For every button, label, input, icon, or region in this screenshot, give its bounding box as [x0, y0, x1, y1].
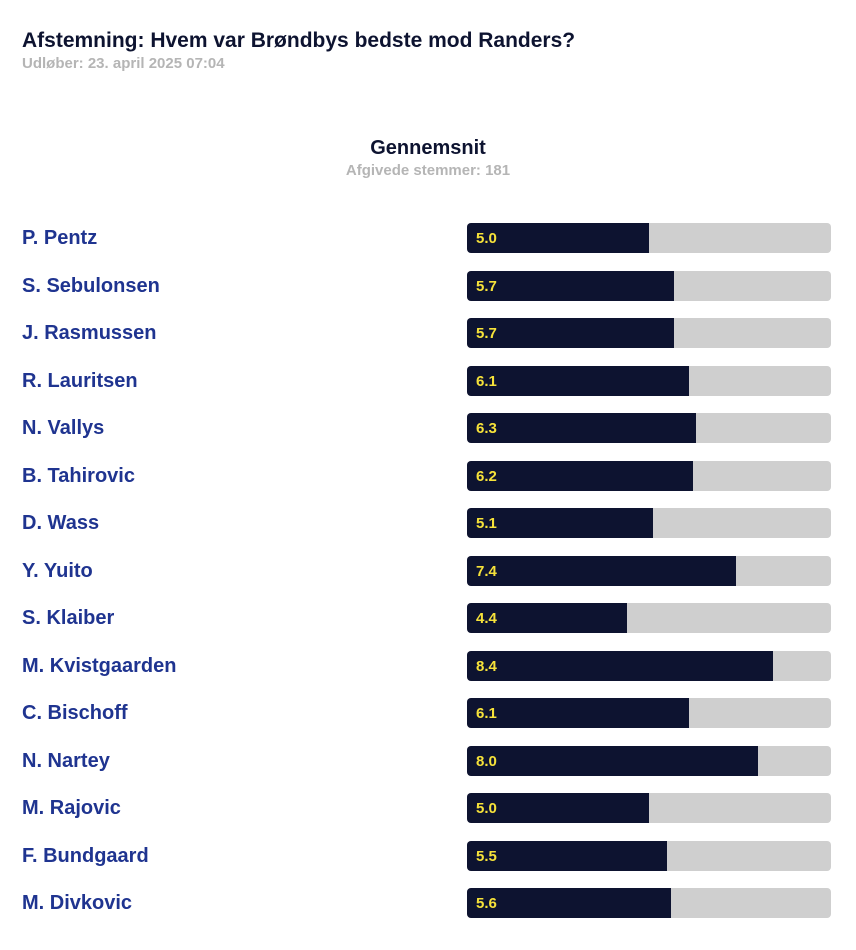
player-name: M. Divkovic: [22, 892, 133, 914]
player-row: Y. Yuito 7.4: [22, 555, 832, 587]
rating-bar: [467, 745, 759, 776]
rating-bar: [467, 270, 675, 301]
poll-expiry: Udløber: 23. april 2025 07:04: [22, 55, 225, 72]
player-name: N. Vallys: [22, 417, 105, 439]
player-name: M. Kvistgaarden: [22, 654, 177, 677]
player-row: D. Wass 5.1: [22, 507, 832, 539]
player-name: F. Bundgaard: [22, 844, 149, 867]
rating-bar-track: 4.4: [467, 603, 831, 633]
rating-bar-track: 6.1: [467, 365, 831, 396]
player-row: B. Tahirovic 6.2: [22, 460, 832, 492]
rating-bar-track: 8.0: [467, 745, 831, 776]
player-row: R. Lauritsen 6.1: [22, 365, 832, 397]
rating-bar: [467, 460, 693, 491]
rating-bar: [467, 698, 690, 728]
rating-value: 8.4: [476, 657, 497, 675]
rating-value: 6.2: [476, 467, 497, 485]
rating-bar: [467, 413, 697, 443]
rating-value: 5.7: [476, 325, 497, 342]
rating-bar: [467, 555, 737, 586]
poll-title: Afstemning: Hvem var Brøndbys bedste mod…: [22, 29, 576, 52]
rating-bar: [467, 603, 628, 633]
rating-bar: [467, 508, 653, 538]
vote-count: Afgivede stemmer: 181: [345, 162, 511, 179]
rating-bar-track: 5.1: [467, 508, 831, 538]
player-name: P. Pentz: [22, 227, 98, 249]
rating-value: 5.0: [476, 230, 497, 247]
player-name: Y. Yuito: [22, 559, 93, 582]
rating-value: 5.7: [476, 277, 497, 295]
rating-bar-track: 6.1: [467, 698, 831, 728]
rating-bar: [467, 365, 690, 396]
player-name: B. Tahirovic: [22, 464, 135, 487]
player-row: F. Bundgaard 5.5: [22, 840, 832, 872]
rating-bar-track: 5.6: [467, 888, 831, 918]
player-name: N. Nartey: [22, 749, 110, 772]
rating-bar: [467, 888, 671, 918]
rating-value: 5.6: [476, 895, 497, 912]
rating-bar-track: 5.7: [467, 318, 831, 348]
player-row: M. Rajovic 5.0: [22, 792, 832, 824]
rating-bar-track: 5.5: [467, 840, 831, 871]
player-name: C. Bischoff: [22, 702, 128, 724]
player-row: J. Rasmussen 5.7: [22, 317, 832, 349]
player-name: S. Sebulonsen: [22, 274, 160, 297]
rating-bar-track: 5.7: [467, 270, 831, 301]
poll-header: Afstemning: Hvem var Brøndbys bedste mod…: [22, 28, 834, 74]
rating-value: 6.1: [476, 372, 497, 390]
player-row: P. Pentz 5.0: [22, 222, 832, 254]
rating-value: 4.4: [476, 610, 497, 627]
player-name: D. Wass: [22, 512, 100, 534]
player-name: M. Rajovic: [22, 797, 121, 819]
rating-bar-track: 6.3: [467, 413, 831, 443]
rating-bar: [467, 318, 675, 348]
rating-value: 8.0: [476, 752, 497, 770]
player-row: N. Nartey 8.0: [22, 745, 832, 777]
rating-value: 6.1: [476, 705, 497, 722]
player-name: R. Lauritsen: [22, 369, 138, 392]
player-row: N. Vallys 6.3: [22, 412, 832, 444]
rating-bar-track: 8.4: [467, 650, 831, 681]
rating-bar-track: 6.2: [467, 460, 831, 491]
summary-block: Gennemsnit Afgivede stemmer: 181: [0, 135, 856, 181]
rating-bar: [467, 840, 668, 871]
player-row: S. Klaiber 4.4: [22, 602, 832, 634]
rating-bar-track: 5.0: [467, 793, 831, 823]
rating-value: 6.3: [476, 420, 497, 437]
player-row: M. Divkovic 5.6: [22, 887, 832, 919]
rating-value: 5.5: [476, 847, 497, 865]
summary-title: Gennemsnit: [370, 137, 486, 159]
rating-value: 5.0: [476, 800, 497, 817]
rating-bar-track: 5.0: [467, 223, 831, 253]
rating-bar: [467, 650, 773, 681]
rating-bar: [467, 793, 649, 823]
rating-value: 5.1: [476, 515, 497, 532]
rating-value: 7.4: [476, 562, 497, 580]
rating-bar: [467, 223, 649, 253]
rating-bar-track: 7.4: [467, 555, 831, 586]
player-name: J. Rasmussen: [22, 322, 157, 344]
player-row: M. Kvistgaarden 8.4: [22, 650, 832, 682]
player-row: S. Sebulonsen 5.7: [22, 270, 832, 302]
player-row: C. Bischoff 6.1: [22, 697, 832, 729]
player-name: S. Klaiber: [22, 607, 115, 629]
